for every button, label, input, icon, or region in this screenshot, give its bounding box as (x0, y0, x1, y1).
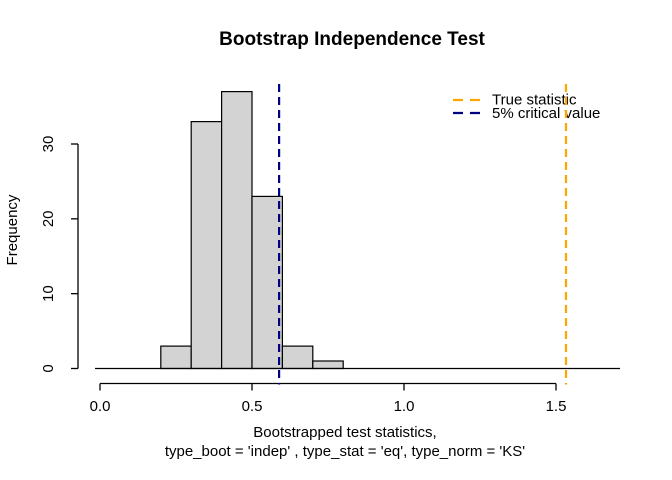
legend: True statistic 5% critical value (453, 92, 600, 122)
y-tick-label: 10 (40, 285, 57, 302)
x-tick-label: 0.0 (90, 398, 111, 415)
x-tick-label: 1.5 (546, 398, 567, 415)
histogram-bar (160, 345, 192, 370)
chart-title: Bootstrap Independence Test (219, 29, 485, 50)
y-tick-label: 0 (40, 364, 57, 372)
histogram-bar (221, 90, 253, 370)
y-tick-label: 20 (40, 210, 57, 227)
histogram-bar (281, 345, 314, 370)
histogram-bar (251, 195, 283, 370)
x-axis-title-line2: type_boot = 'indep' , type_stat = 'eq', … (165, 443, 525, 460)
y-axis-title: Frequency (4, 194, 21, 265)
histogram-bar (190, 120, 223, 370)
x-tick-label: 1.0 (394, 398, 415, 415)
x-axis-title-line1: Bootstrapped test statistics, (253, 424, 436, 441)
bars-layer (160, 90, 344, 370)
x-tick-label: 0.5 (242, 398, 263, 415)
y-tick-label: 30 (40, 136, 57, 153)
legend-label-critical-value: 5% critical value (492, 105, 600, 122)
axes-layer: 0.0 0.5 1.0 1.5 0 10 20 30 (40, 136, 620, 415)
vlines-layer (278, 84, 568, 385)
histogram-bar (312, 360, 344, 370)
legend-label-true-statistic: True statistic (492, 92, 577, 109)
